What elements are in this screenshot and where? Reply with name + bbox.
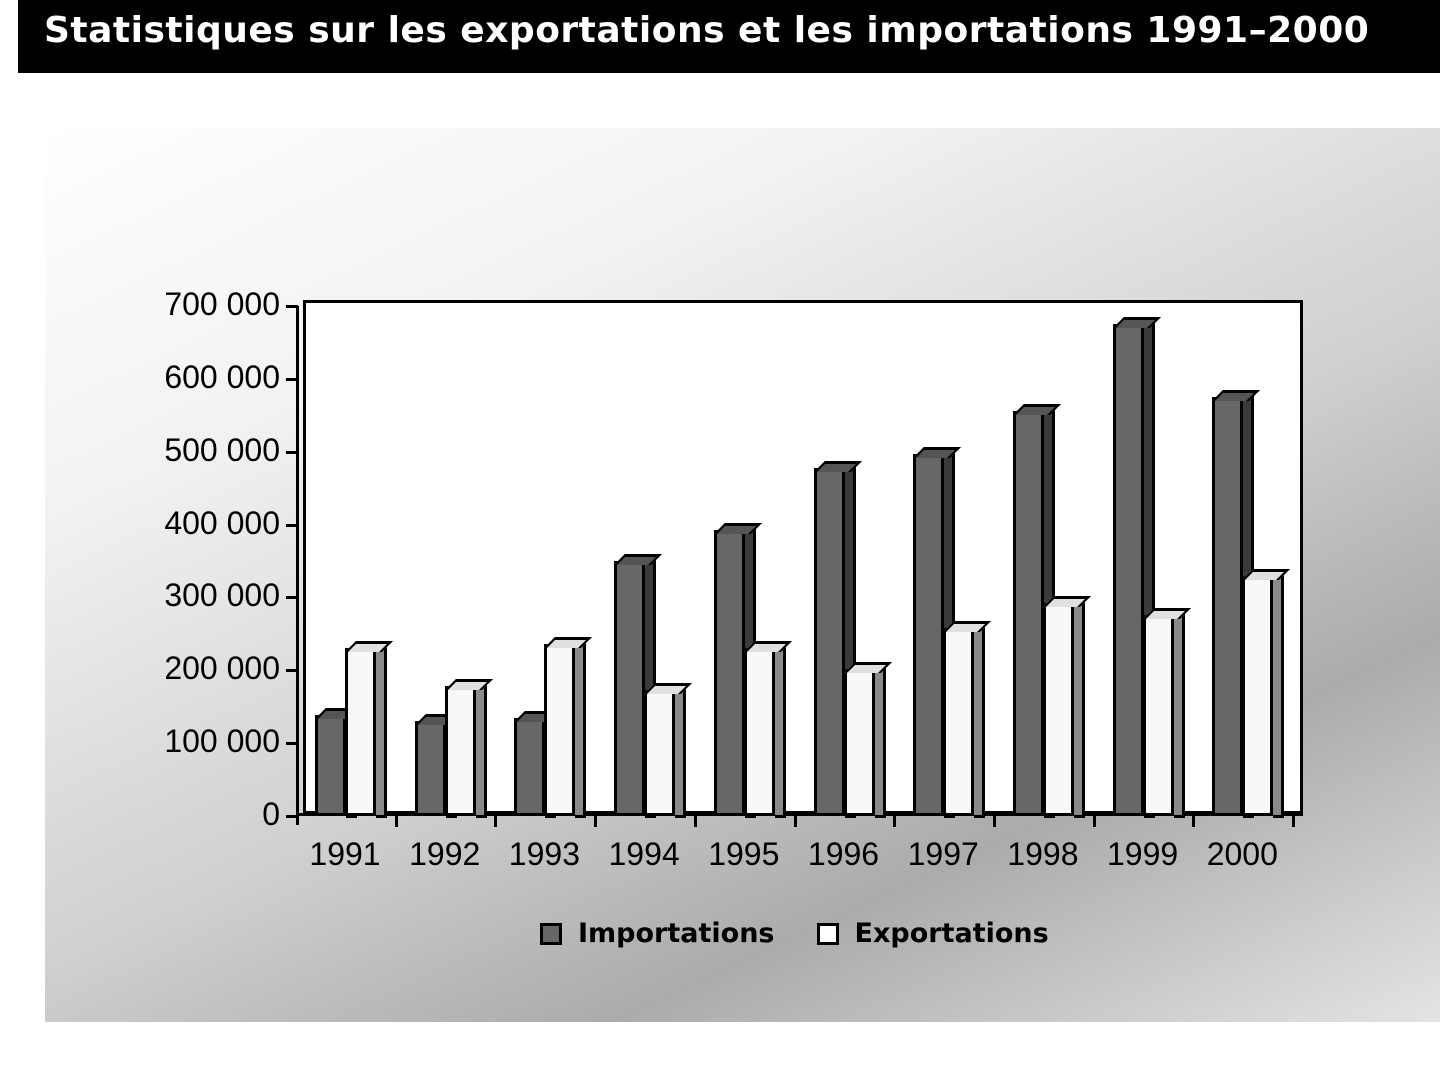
bar-importations-1997 [913, 446, 962, 818]
legend-item-exportations: Exportations [816, 918, 1049, 949]
x-tick-mark [1092, 815, 1096, 827]
bar-exportations-1992 [444, 679, 493, 818]
y-tick-mark [286, 450, 298, 454]
legend: Importations Exportations [540, 918, 1091, 949]
legend-swatch-exportations [816, 922, 839, 945]
bar-importations-1999 [1112, 317, 1161, 818]
bar-side-face [376, 644, 387, 818]
bar-exportations-2000 [1242, 568, 1291, 818]
bar-side-face [1273, 571, 1285, 818]
legend-swatch-importations [540, 922, 562, 945]
bar-side-face [675, 685, 687, 818]
bar-exportations-1998 [1042, 595, 1091, 818]
bar-exportations-1994 [644, 682, 693, 818]
bar-exportations-1993 [544, 637, 593, 818]
bar-side-face [575, 640, 587, 818]
y-tick-mark [286, 596, 298, 600]
x-tick-mark [1292, 815, 1295, 827]
bar-side-face [874, 664, 886, 818]
bar-importations-1993 [514, 710, 563, 818]
bar-side-face [774, 644, 786, 818]
x-tick-label: 1993 [508, 836, 580, 872]
x-tick-mark [793, 815, 797, 827]
x-tick-mark [394, 815, 398, 827]
y-tick-label: 400 000 [164, 504, 280, 541]
y-tick-mark [286, 523, 298, 527]
y-tick-label: 500 000 [164, 431, 280, 468]
bar-side-face [475, 682, 487, 818]
bar-exportations-1995 [743, 641, 792, 818]
y-tick-label: 700 000 [164, 286, 280, 322]
legend-label: Exportations [854, 918, 1049, 949]
x-tick-label: 1995 [708, 836, 780, 872]
y-tick-label: 100 000 [164, 723, 280, 760]
y-tick-mark [286, 669, 298, 673]
x-tick-mark [594, 815, 598, 827]
x-tick-label: 1998 [1007, 836, 1079, 872]
bar-exportations-1996 [843, 661, 892, 818]
x-axis [296, 813, 1303, 816]
x-tick-label: 1997 [907, 836, 979, 872]
y-tick-mark [286, 815, 298, 818]
bar-exportations-1991 [345, 641, 393, 818]
y-tick-mark [286, 305, 298, 308]
bar-side-face [974, 624, 986, 818]
y-tick-label: 600 000 [164, 358, 280, 395]
y-axis [296, 306, 299, 825]
x-tick-mark [1192, 815, 1196, 827]
title-bar: Statistiques sur les exportations et les… [18, 0, 1440, 73]
legend-label: Importations [578, 918, 775, 949]
bar-importations-1994 [614, 554, 663, 818]
bar-exportations-1997 [943, 621, 992, 818]
x-tick-mark [992, 815, 996, 827]
chart-title: Statistiques sur les exportations et les… [44, 10, 1370, 51]
y-tick-label: 300 000 [164, 577, 280, 614]
y-tick-mark [286, 742, 298, 746]
x-tick-label: 1994 [608, 836, 680, 872]
bar-exportations-1999 [1142, 607, 1191, 818]
bar-importations-1992 [414, 714, 463, 818]
y-tick-mark [286, 377, 298, 381]
bar-side-face [1173, 610, 1185, 818]
bar-importations-2000 [1212, 390, 1261, 818]
y-tick-label: 200 000 [164, 650, 280, 687]
x-tick-label: 1996 [807, 836, 880, 872]
legend-item-importations: Importations [540, 918, 775, 949]
x-tick-mark [693, 815, 697, 827]
bar-importations-1998 [1012, 403, 1061, 818]
x-tick-label: 1992 [409, 836, 481, 872]
bar-importations-1995 [713, 523, 762, 818]
x-tick-mark [893, 815, 897, 827]
y-tick-label: 0 [262, 796, 280, 832]
x-tick-mark [494, 815, 498, 827]
bar-side-face [1073, 598, 1085, 818]
x-tick-label: 2000 [1206, 836, 1278, 872]
bar-importations-1991 [315, 708, 363, 818]
x-tick-label: 1999 [1107, 836, 1179, 872]
bar-importations-1996 [813, 461, 862, 818]
x-tick-label: 1991 [309, 836, 381, 872]
